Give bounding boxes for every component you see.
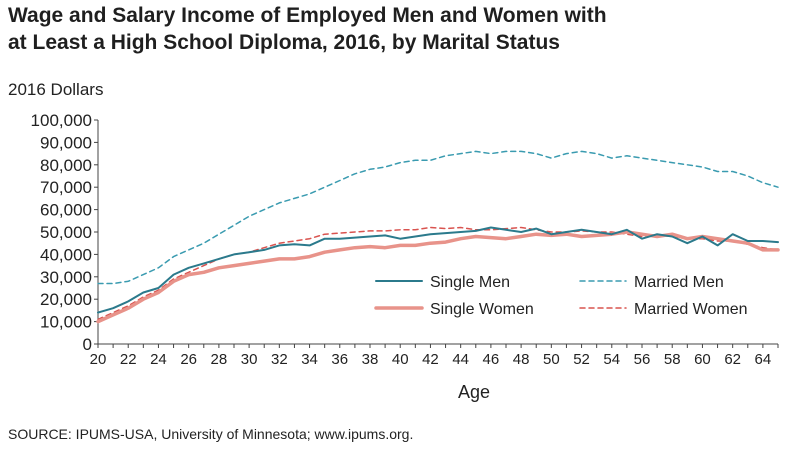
source-note: SOURCE: IPUMS-USA, University of Minneso… bbox=[8, 426, 414, 442]
x-tick-label: 20 bbox=[90, 351, 107, 368]
series-line-married-men bbox=[97, 150, 779, 285]
x-tick-label: 34 bbox=[301, 351, 318, 368]
x-tick-label: 28 bbox=[211, 351, 228, 368]
y-tick-label: 90,000 bbox=[40, 133, 92, 152]
y-tick-label: 70,000 bbox=[40, 178, 92, 197]
x-tick-label: 44 bbox=[452, 351, 469, 368]
chart-series bbox=[96, 150, 780, 324]
y-tick-label: 60,000 bbox=[40, 201, 92, 220]
legend-label: Married Men bbox=[634, 274, 724, 291]
legend-item-married-men: Married Men bbox=[579, 274, 724, 291]
legend-label: Single Women bbox=[430, 301, 534, 318]
x-tick-label: 58 bbox=[664, 351, 681, 368]
y-tick-label: 10,000 bbox=[40, 313, 92, 332]
x-tick-label: 40 bbox=[392, 351, 409, 368]
legend-item-married-women: Married Women bbox=[579, 301, 748, 318]
x-tick-label: 56 bbox=[634, 351, 651, 368]
legend-label: Single Men bbox=[430, 274, 510, 291]
x-tick-label: 22 bbox=[120, 351, 137, 368]
y-axis-label: 2016 Dollars bbox=[8, 80, 104, 99]
chart-title: Wage and Salary Income of Employed Men a… bbox=[8, 2, 788, 56]
x-tick-label: 48 bbox=[513, 351, 530, 368]
y-tick-label: 0 bbox=[83, 335, 92, 354]
y-tick-label: 50,000 bbox=[40, 223, 92, 242]
chart-title-line-2: at Least a High School Diploma, 2016, by… bbox=[8, 31, 560, 54]
chart-legend: Single Men Married Men Single Women Married… bbox=[374, 274, 748, 318]
x-tick-label: 52 bbox=[573, 351, 590, 368]
x-tick-label: 38 bbox=[362, 351, 379, 368]
legend-item-single-women: Single Women bbox=[374, 301, 534, 318]
x-axis-label: Age bbox=[458, 382, 490, 402]
x-tick-label: 54 bbox=[603, 351, 620, 368]
x-tick-label: 42 bbox=[422, 351, 439, 368]
x-tick-label: 32 bbox=[271, 351, 288, 368]
y-tick-label: 30,000 bbox=[40, 268, 92, 287]
chart-axes: 0 10,000 20,000 30,000 40,000 50,000 60,000 70,… bbox=[31, 111, 779, 368]
legend-item-single-men: Single Men bbox=[375, 274, 510, 291]
x-tick-label: 46 bbox=[483, 351, 500, 368]
x-tick-label: 62 bbox=[724, 351, 741, 368]
x-tick-label: 26 bbox=[180, 351, 197, 368]
y-tick-label: 20,000 bbox=[40, 290, 92, 309]
chart-title-line-1: Wage and Salary Income of Employed Men a… bbox=[8, 4, 607, 27]
y-tick-label: 40,000 bbox=[40, 245, 92, 264]
x-tick-label: 50 bbox=[543, 351, 560, 368]
x-tick-label: 64 bbox=[755, 351, 772, 368]
x-tick-label: 24 bbox=[150, 351, 167, 368]
x-tick-label: 60 bbox=[694, 351, 711, 368]
x-tick-label: 30 bbox=[241, 351, 258, 368]
x-tick-label: 36 bbox=[331, 351, 348, 368]
series-line-single-men bbox=[97, 226, 779, 314]
y-tick-label: 100,000 bbox=[31, 111, 92, 130]
legend-label: Married Women bbox=[634, 301, 748, 318]
y-tick-label: 80,000 bbox=[40, 156, 92, 175]
